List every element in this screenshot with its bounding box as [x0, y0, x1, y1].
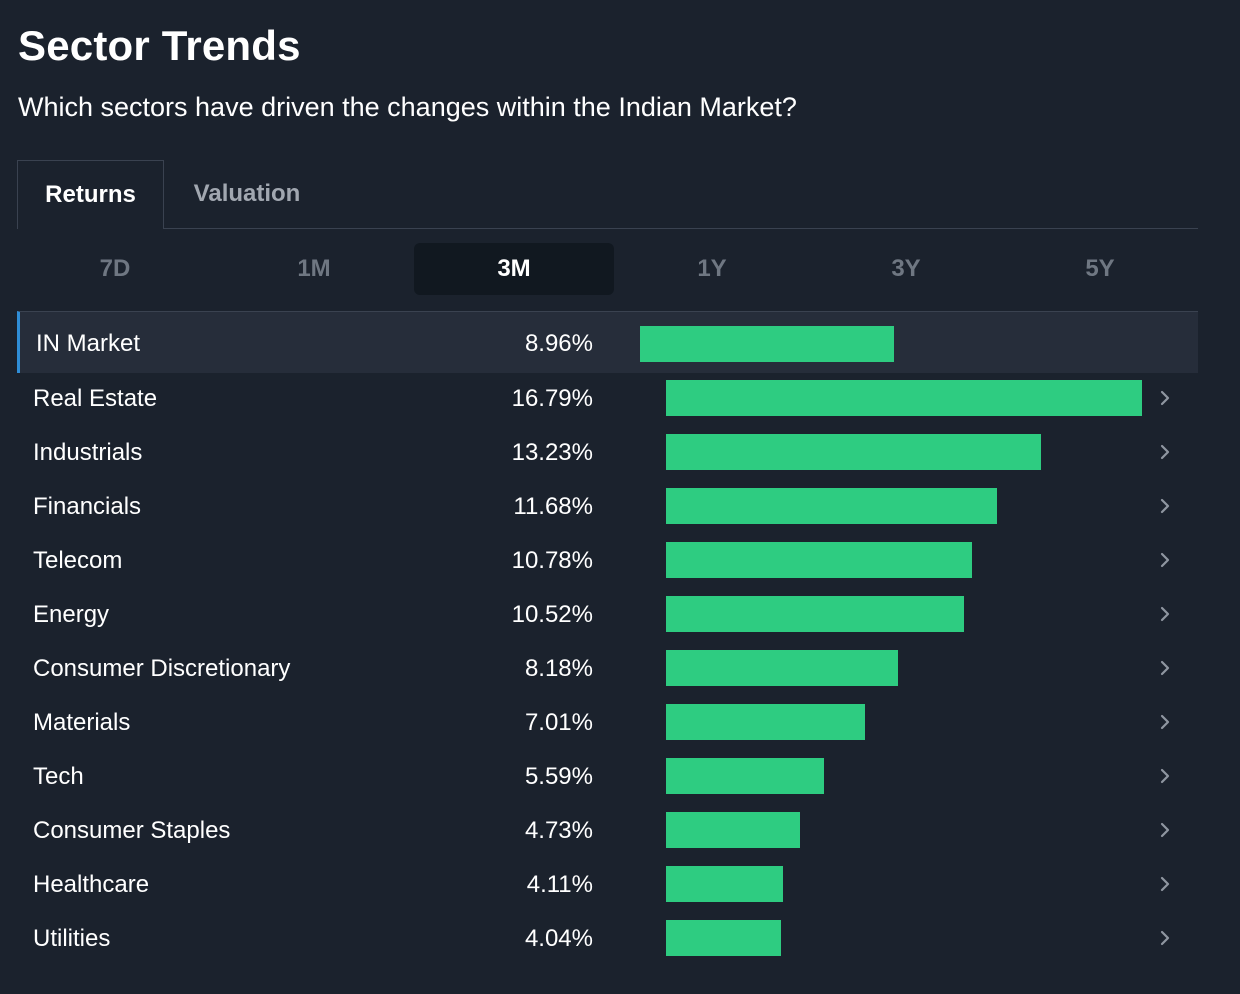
sector-row-utilities[interactable]: Utilities 4.04%	[17, 913, 1198, 967]
sector-value-label: 4.73%	[524, 817, 593, 844]
page-subtitle: Which sectors have driven the changes wi…	[18, 92, 797, 122]
period-3m[interactable]: 3M	[414, 243, 614, 295]
sector-value-label: 5.59%	[524, 763, 593, 790]
chevron-right-icon[interactable]	[1156, 821, 1174, 839]
period-1y[interactable]: 1Y	[697, 255, 727, 282]
chevron-right-icon[interactable]	[1156, 767, 1174, 785]
tab-returns[interactable]: Returns	[17, 160, 164, 229]
sector-value-label: 7.01%	[524, 709, 593, 736]
sector-label: Tech	[33, 763, 84, 790]
sector-row-tech[interactable]: Tech 5.59%	[17, 751, 1198, 805]
sector-value-label: 16.79%	[511, 385, 593, 412]
chevron-right-icon[interactable]	[1156, 659, 1174, 677]
sector-bar	[666, 542, 972, 578]
sector-row-consumer-discretionary[interactable]: Consumer Discretionary 8.18%	[17, 643, 1198, 697]
sector-value-label: 11.68%	[513, 493, 593, 520]
sector-value-label: 4.11%	[526, 871, 593, 898]
sector-bar	[666, 488, 998, 524]
sector-bar	[666, 866, 783, 902]
sector-label: Materials	[33, 709, 131, 736]
period-selector: 7D 1M 3M 1Y 3Y 5Y	[17, 243, 1198, 295]
sector-bar	[666, 596, 965, 632]
period-3y[interactable]: 3Y	[891, 255, 921, 282]
chevron-right-icon[interactable]	[1156, 443, 1174, 461]
sector-value-label: 10.52%	[511, 601, 593, 628]
sector-bar	[666, 758, 825, 794]
page-title: Sector Trends	[18, 22, 301, 69]
chevron-right-icon[interactable]	[1156, 605, 1174, 623]
sector-row-telecom[interactable]: Telecom 10.78%	[17, 535, 1198, 589]
sector-bar	[666, 920, 781, 956]
sector-label: Real Estate	[33, 385, 158, 412]
chevron-right-icon[interactable]	[1156, 875, 1174, 893]
sector-value-label: 8.18%	[524, 655, 593, 682]
sector-label: Industrials	[33, 439, 143, 466]
period-7d[interactable]: 7D	[99, 255, 131, 282]
sector-value-label: 13.23%	[511, 439, 593, 466]
chevron-right-icon[interactable]	[1156, 551, 1174, 569]
chevron-right-icon[interactable]	[1156, 929, 1174, 947]
sector-row-real-estate[interactable]: Real Estate 16.79%	[17, 373, 1198, 427]
benchmark-bar	[640, 326, 895, 362]
sector-bar	[666, 380, 1142, 416]
sector-row-industrials[interactable]: Industrials 13.23%	[17, 427, 1198, 481]
sector-label: Consumer Staples	[33, 817, 231, 844]
benchmark-label: IN Market	[36, 330, 141, 357]
sector-label: Financials	[33, 493, 142, 520]
sector-bar	[666, 434, 1042, 470]
sector-label: Utilities	[33, 925, 111, 952]
sector-row-energy[interactable]: Energy 10.52%	[17, 589, 1198, 643]
sector-bar	[666, 650, 898, 686]
sector-value-label: 4.04%	[524, 925, 593, 952]
benchmark-row: IN Market 8.96%	[17, 311, 1198, 373]
benchmark-value-label: 8.96%	[524, 330, 593, 357]
tab-valuation[interactable]: Valuation	[193, 180, 301, 207]
sector-bar	[666, 704, 865, 740]
chevron-right-icon[interactable]	[1156, 497, 1174, 515]
period-5y[interactable]: 5Y	[1085, 255, 1115, 282]
period-1m[interactable]: 1M	[297, 255, 331, 282]
sector-bar	[666, 812, 801, 848]
sector-value-label: 10.78%	[511, 547, 593, 574]
sector-label: Energy	[33, 601, 110, 628]
sector-label: Telecom	[33, 547, 123, 574]
main-tabs: Returns Valuation	[17, 160, 1198, 229]
sector-label: Healthcare	[33, 871, 150, 898]
sector-label: Consumer Discretionary	[33, 655, 291, 682]
chevron-right-icon[interactable]	[1156, 713, 1174, 731]
sector-row-financials[interactable]: Financials 11.68%	[17, 481, 1198, 535]
sector-row-healthcare[interactable]: Healthcare 4.11%	[17, 859, 1198, 913]
sector-row-materials[interactable]: Materials 7.01%	[17, 697, 1198, 751]
sector-row-consumer-staples[interactable]: Consumer Staples 4.73%	[17, 805, 1198, 859]
chevron-right-icon[interactable]	[1156, 389, 1174, 407]
